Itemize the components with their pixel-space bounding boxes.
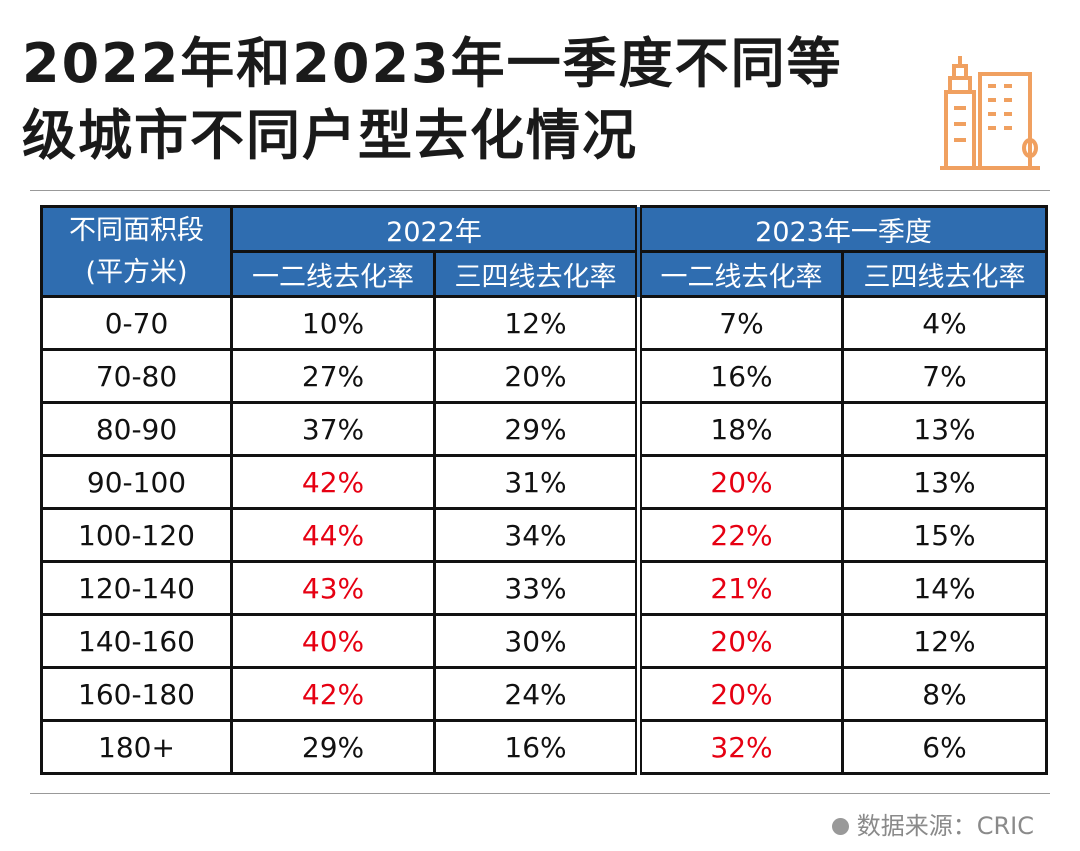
table-cell: 37% (230, 401, 436, 457)
page-title: 2022年和2023年一季度不同等 级城市不同户型去化情况 (22, 28, 843, 172)
table-cell: 7% (635, 295, 844, 351)
table-cell: 32% (635, 719, 844, 775)
row-header: 不同面积段 (平方米) (40, 205, 233, 298)
table-cell: 16% (433, 719, 640, 775)
group-header-2023q1: 2023年一季度 (635, 205, 1048, 253)
row-label: 70-80 (40, 348, 233, 404)
table-cell: 4% (841, 295, 1048, 351)
table-cell: 8% (841, 666, 1048, 722)
table-row: 120-140 43% 33% 21% 14% (40, 560, 1048, 616)
table-cell: 15% (841, 507, 1048, 563)
table-cell: 22% (635, 507, 844, 563)
bottom-divider (30, 793, 1050, 794)
table-row: 160-180 42% 24% 20% 8% (40, 666, 1048, 722)
table-cell: 12% (841, 613, 1048, 669)
bullet-dot-icon (831, 818, 849, 835)
table-row: 180+ 29% 16% 32% 6% (40, 719, 1048, 775)
table-cell: 30% (433, 613, 640, 669)
table-row: 140-160 40% 30% 20% 12% (40, 613, 1048, 669)
table-cell: 34% (433, 507, 640, 563)
row-header-line-1: 不同面积段 (69, 214, 204, 246)
title-line-1: 2022年和2023年一季度不同等 (22, 32, 843, 95)
row-label: 120-140 (40, 560, 233, 616)
table-row: 70-80 27% 20% 16% 7% (40, 348, 1048, 404)
table-cell: 33% (433, 560, 640, 616)
table-cell: 44% (230, 507, 436, 563)
table-row: 90-100 42% 31% 20% 13% (40, 454, 1048, 510)
table-cell: 13% (841, 454, 1048, 510)
table-cell: 13% (841, 401, 1048, 457)
table-cell: 42% (230, 454, 436, 510)
row-label: 160-180 (40, 666, 233, 722)
table-cell: 29% (230, 719, 436, 775)
table-row: 80-90 37% 29% 18% 13% (40, 401, 1048, 457)
table-cell: 7% (841, 348, 1048, 404)
table-cell: 42% (230, 666, 436, 722)
row-label: 80-90 (40, 401, 233, 457)
row-label: 100-120 (40, 507, 233, 563)
column-header: 三四线去化率 (433, 250, 640, 298)
column-header: 一二线去化率 (635, 250, 844, 298)
top-divider (30, 190, 1050, 191)
table-cell: 12% (433, 295, 640, 351)
table-cell: 20% (433, 348, 640, 404)
title-line-2: 级城市不同户型去化情况 (22, 104, 638, 167)
table-cell: 16% (635, 348, 844, 404)
column-header: 三四线去化率 (841, 250, 1048, 298)
column-header: 一二线去化率 (230, 250, 436, 298)
source-text: 数据来源：CRIC (856, 812, 1034, 840)
source-note: 数据来源：CRIC (831, 806, 1034, 841)
row-header-line-2: (平方米) (85, 256, 188, 288)
data-table: 不同面积段 (平方米) 2022年 2023年一季度 一二线去化率 三四线去化率… (40, 205, 1048, 775)
table-row: 100-120 44% 34% 22% 15% (40, 507, 1048, 563)
table-cell: 29% (433, 401, 640, 457)
table-cell: 24% (433, 666, 640, 722)
row-label: 0-70 (40, 295, 233, 351)
table-cell: 40% (230, 613, 436, 669)
table-cell: 21% (635, 560, 844, 616)
group-header-2022: 2022年 (230, 205, 640, 253)
table-row: 0-70 10% 12% 7% 4% (40, 295, 1048, 351)
table-cell: 18% (635, 401, 844, 457)
table-cell: 27% (230, 348, 436, 404)
table-cell: 10% (230, 295, 436, 351)
table-cell: 20% (635, 666, 844, 722)
table-cell: 20% (635, 613, 844, 669)
row-label: 90-100 (40, 454, 233, 510)
row-label: 180+ (40, 719, 233, 775)
table-cell: 14% (841, 560, 1048, 616)
row-label: 140-160 (40, 613, 233, 669)
table-cell: 31% (433, 454, 640, 510)
table-cell: 6% (841, 719, 1048, 775)
table-cell: 20% (635, 454, 844, 510)
city-buildings-icon (940, 56, 1040, 170)
table-cell: 43% (230, 560, 436, 616)
